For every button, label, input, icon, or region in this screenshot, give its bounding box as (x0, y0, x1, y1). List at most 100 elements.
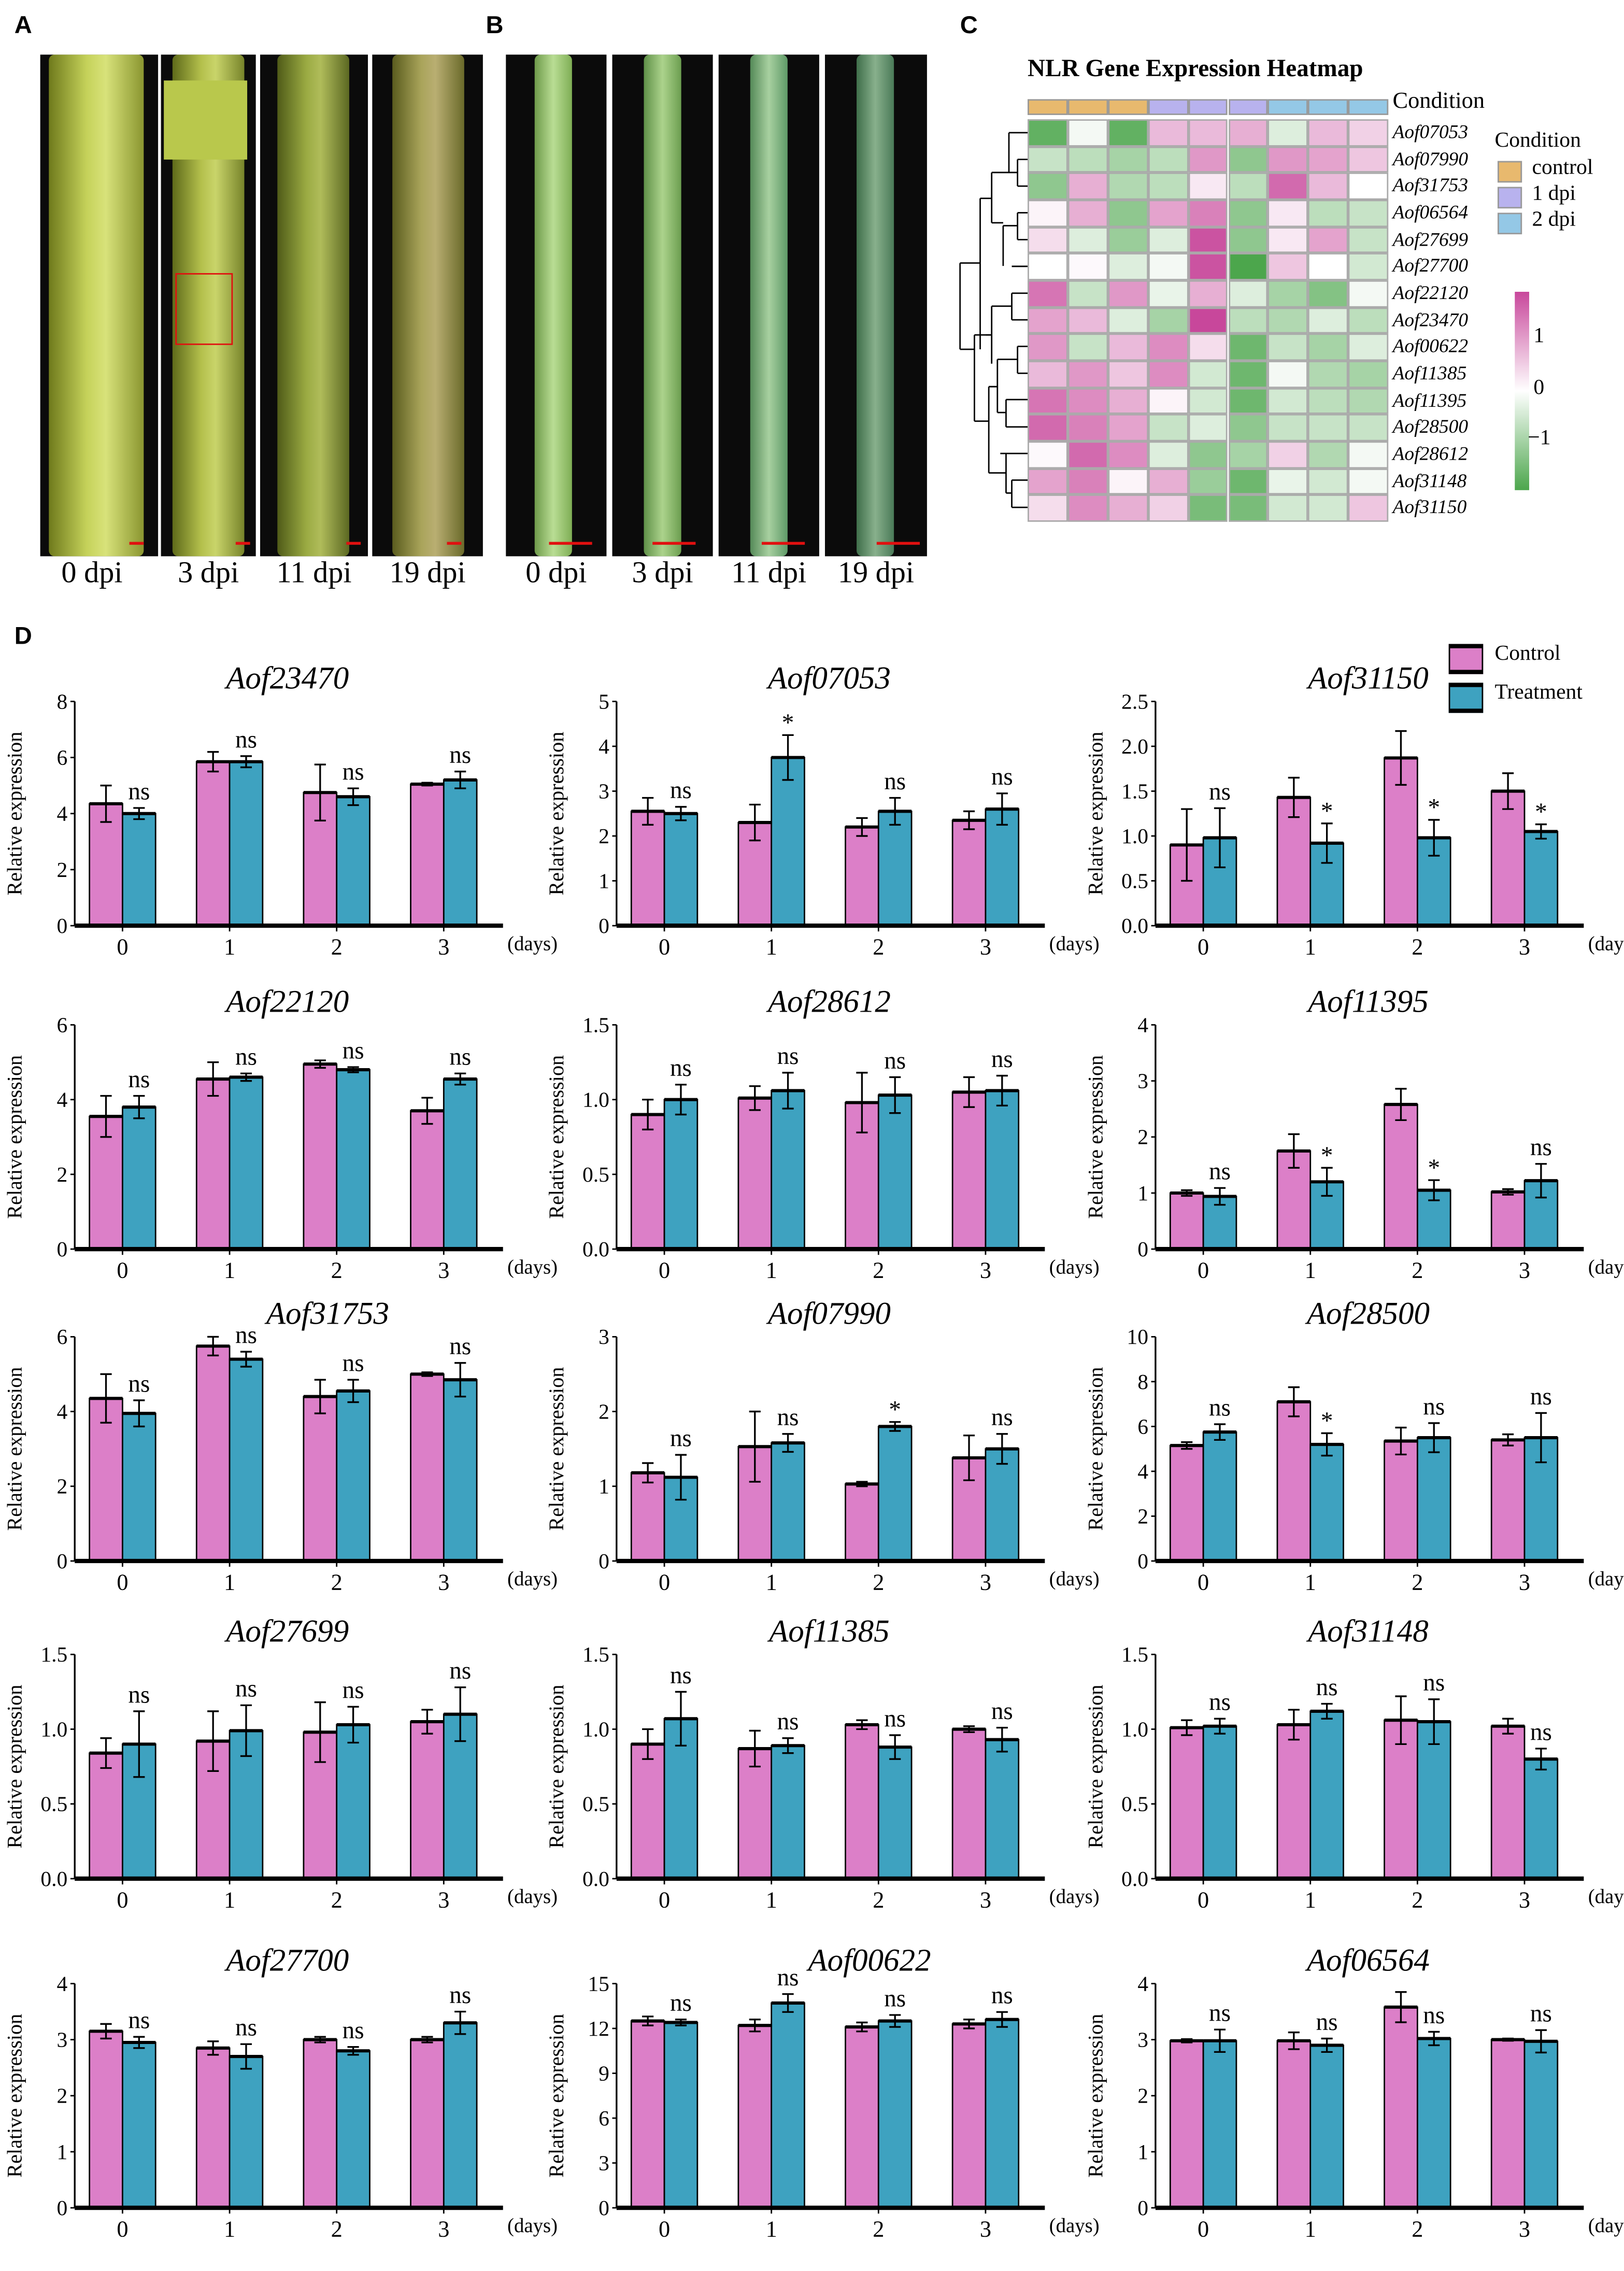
heatmap-cell (1067, 468, 1108, 495)
heatmap-cell (1188, 146, 1228, 173)
heatmap-cell (1188, 307, 1228, 334)
x-tick-label: 3 (1519, 2216, 1530, 2242)
error-bar (1428, 1422, 1440, 1453)
bar-treatment (336, 1069, 371, 1250)
heatmap-cell (1028, 280, 1068, 307)
error-bar (1214, 1718, 1226, 1735)
bar-treatment (1202, 1725, 1237, 1880)
error-bar (1288, 1133, 1300, 1169)
bar-control (737, 2024, 773, 2209)
chart-title: Aof06564 (1305, 1943, 1430, 1978)
heatmap-cell (1148, 119, 1188, 146)
significance-label: ns (777, 1964, 799, 1991)
error-bar (314, 1059, 326, 1069)
x-axis-label: (days) (1049, 1256, 1100, 1278)
significance-label: * (1428, 1155, 1440, 1182)
y-tick-label: 0 (1137, 1237, 1148, 1261)
x-tick-label: 3 (438, 1569, 449, 1595)
bar-control (1276, 1401, 1312, 1562)
y-tick-label: 3 (1137, 1069, 1148, 1093)
error-bar (1214, 2028, 1226, 2053)
y-tick-label: 0.0 (1121, 1867, 1148, 1891)
chart-title: Aof11395 (1306, 985, 1429, 1019)
heatmap-cell (1107, 119, 1148, 146)
bar-control (630, 2020, 665, 2209)
significance-label: ns (884, 1047, 906, 1074)
stem-photo-b-0dpi (506, 54, 607, 557)
significance-label: ns (777, 1708, 799, 1735)
error-bar (996, 1726, 1008, 1753)
y-tick-label: 12 (588, 2017, 609, 2040)
bar-treatment (443, 1379, 478, 1562)
heatmap-cell (1028, 468, 1068, 495)
chart-title: Aof22120 (224, 985, 349, 1019)
heatmap-cell (1067, 307, 1108, 334)
error-bar (642, 797, 654, 826)
condition-annotation-cell (1348, 99, 1389, 115)
heatmap-cell (1228, 200, 1269, 227)
bar-chart-aof28500: Aof28500 Relative expression 0 2 4 6 8 10 ns 0 * 1 n… (1081, 1296, 1624, 1617)
heatmap-row-label: Aof07053 (1392, 120, 1469, 143)
heatmap-cell (1228, 361, 1269, 388)
bar-treatment (336, 1390, 371, 1562)
x-tick-label: 1 (1305, 2216, 1316, 2242)
bar-chart-aof27700: Aof27700 Relative expression 0 1 2 3 4 ns 0 ns 1 ns… (0, 1943, 558, 2264)
significance-label: ns (128, 1370, 150, 1397)
error-bar (782, 1737, 794, 1754)
bar-treatment (771, 1744, 805, 1880)
heatmap-cell (1148, 468, 1188, 495)
bar-control (951, 1091, 987, 1250)
x-tick-label: 2 (331, 1569, 343, 1595)
error-bar (963, 2018, 975, 2029)
heatmap-cell (1228, 280, 1269, 307)
x-tick-label: 1 (1305, 1257, 1316, 1283)
heatmap-cell (1107, 280, 1148, 307)
heatmap-row-label: Aof31150 (1392, 496, 1467, 518)
bar-control (1490, 2039, 1526, 2209)
bar-control (1276, 2040, 1312, 2209)
heatmap-cell (1348, 280, 1389, 307)
y-axis-label: Relative expression (3, 1055, 26, 1219)
error-bar (100, 1373, 112, 1424)
x-axis-label: (days) (507, 2215, 558, 2237)
chart-title: Aof31148 (1306, 1614, 1429, 1649)
y-tick-label: 4 (57, 1971, 68, 1995)
bar-control (1384, 2006, 1418, 2209)
error-bar (100, 2023, 112, 2040)
error-bar (1535, 1163, 1547, 1199)
error-bar (1321, 2037, 1333, 2053)
panel-label-b: B (486, 11, 504, 39)
heatmap-cell (1268, 200, 1308, 227)
error-bar (1288, 2031, 1300, 2050)
heatmap-cell (1308, 226, 1349, 254)
error-bar (421, 1709, 433, 1735)
bar-treatment (877, 1094, 913, 1250)
x-tick-label: 0 (117, 1257, 128, 1283)
heatmap-cell (1268, 334, 1308, 361)
bar-treatment (985, 2019, 1020, 2209)
error-bar (1428, 819, 1440, 857)
x-axis-label: (days) (1049, 2215, 1100, 2237)
heatmap-cell (1268, 387, 1308, 415)
heatmap-cell (1188, 495, 1228, 522)
error-bar (1181, 2038, 1193, 2043)
heatmap-cell (1308, 414, 1349, 442)
bar-control (410, 783, 445, 927)
heatmap-cell (1268, 468, 1308, 495)
y-tick-label: 0.0 (1121, 914, 1148, 938)
heatmap-cell (1028, 495, 1068, 522)
heatmap-cell (1067, 146, 1108, 173)
panel-label-d: D (14, 622, 32, 650)
error-bar (963, 1435, 975, 1481)
heatmap-cell (1148, 200, 1188, 227)
significance-label: ns (1209, 778, 1231, 805)
heatmap-row-label: Aof23470 (1392, 308, 1469, 331)
bar-control (737, 1748, 773, 1880)
y-tick-label: 1 (57, 2140, 68, 2164)
significance-label: * (782, 709, 794, 736)
heatmap-cell (1348, 146, 1389, 173)
error-bar (1321, 1702, 1333, 1720)
bar-treatment (1523, 1758, 1559, 1880)
error-bar (889, 2014, 901, 2028)
heatmap-cell (1268, 495, 1308, 522)
